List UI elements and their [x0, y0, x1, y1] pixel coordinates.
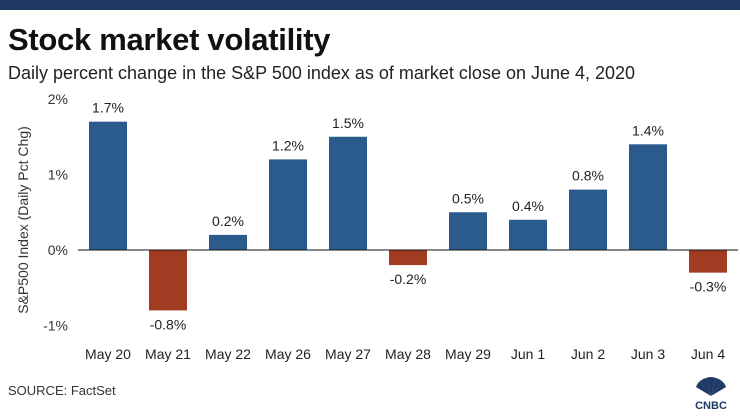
data-label: 1.5% — [332, 115, 364, 131]
data-label: 0.2% — [212, 213, 244, 229]
data-label: -0.8% — [150, 316, 187, 332]
data-label: 0.8% — [572, 168, 604, 184]
y-tick-label: 0% — [48, 242, 68, 258]
x-tick-label: Jun 4 — [691, 346, 725, 362]
bar-may-20 — [89, 121, 127, 251]
x-tick-label: Jun 3 — [631, 346, 665, 362]
cnbc-logo: CNBC — [695, 377, 727, 412]
bar-jun-2 — [569, 189, 607, 250]
x-tick-label: May 27 — [325, 346, 371, 362]
y-tick-label: 2% — [48, 91, 68, 107]
peacock-icon — [696, 377, 726, 396]
x-tick-label: May 29 — [445, 346, 491, 362]
x-tick-label: May 22 — [205, 346, 251, 362]
x-tick-label: May 20 — [85, 346, 131, 362]
bar-jun-1 — [509, 219, 547, 250]
data-label: 1.2% — [272, 137, 304, 153]
chart-subtitle: Daily percent change in the S&P 500 inde… — [8, 63, 636, 83]
bar-jun-3 — [629, 144, 667, 250]
data-label: 0.5% — [452, 190, 484, 206]
x-tick-label: May 21 — [145, 346, 191, 362]
source-note: SOURCE: FactSet — [8, 383, 116, 398]
bar-may-28 — [389, 250, 427, 266]
bar-may-21 — [149, 250, 187, 311]
top-accent-bar — [0, 0, 740, 10]
y-tick-label: 1% — [48, 167, 68, 183]
data-label: 0.4% — [512, 198, 544, 214]
x-tick-label: May 28 — [385, 346, 431, 362]
y-axis-title: S&P500 Index (Daily Pct Chg) — [15, 126, 31, 314]
y-tick-label: -1% — [43, 318, 68, 334]
bar-may-22 — [209, 234, 247, 250]
data-label: 1.4% — [632, 122, 664, 138]
chart-title: Stock market volatility — [8, 22, 331, 57]
bar-may-26 — [269, 159, 307, 250]
x-tick-label: Jun 1 — [511, 346, 545, 362]
bar-jun-4 — [689, 250, 727, 273]
data-label: -0.3% — [690, 279, 727, 295]
bar-may-27 — [329, 136, 367, 250]
data-label: 1.7% — [92, 100, 124, 116]
logo-text: CNBC — [695, 400, 727, 412]
data-label: -0.2% — [390, 271, 427, 287]
bar-may-29 — [449, 212, 487, 250]
x-tick-label: Jun 2 — [571, 346, 605, 362]
x-tick-label: May 26 — [265, 346, 311, 362]
